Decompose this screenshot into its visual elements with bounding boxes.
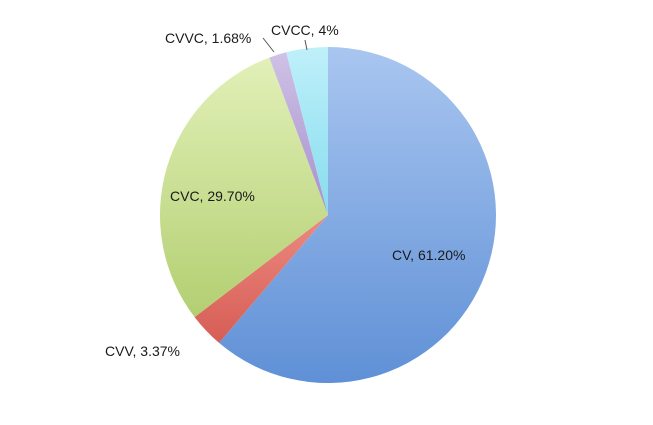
pie-slice-cvvc (269, 52, 328, 215)
data-label-cvv: CVV, 3.37% (105, 343, 180, 359)
data-label-cvc: CVC, 29.70% (170, 188, 255, 204)
leader-line-cvcc (304, 39, 308, 51)
pie-slice-cvv (194, 215, 328, 343)
pie-slice-cv (219, 47, 497, 383)
pie-slices (160, 47, 497, 383)
data-label-cv: CV, 61.20% (392, 247, 465, 263)
pie-slice-cvcc (286, 47, 328, 215)
leader-line-cvvc (262, 37, 275, 53)
pie-labels: CV, 61.20% CVV, 3.37% CVC, 29.70% CVVC, 1.6… (105, 22, 465, 359)
data-label-cvcc: CVCC, 4% (271, 22, 339, 38)
pie-slice-cvc (160, 57, 328, 318)
data-label-cvvc: CVVC, 1.68% (165, 30, 251, 46)
